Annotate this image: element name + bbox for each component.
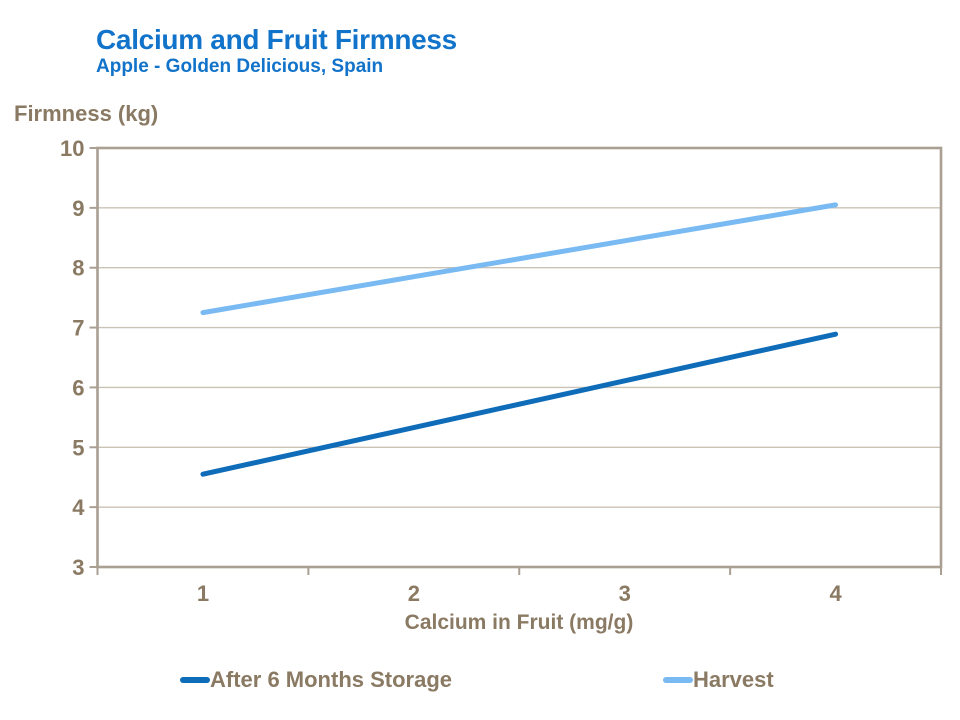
- x-tick-label: 1: [197, 581, 209, 606]
- chart-title: Calcium and Fruit Firmness: [96, 24, 457, 55]
- legend-item-harvest: Harvest: [663, 666, 774, 694]
- y-tick-label: 7: [72, 316, 84, 341]
- y-tick-label: 8: [72, 256, 84, 281]
- y-tick-label: 9: [72, 196, 84, 221]
- legend-swatch-dark-blue-line-icon: [180, 677, 210, 683]
- chart-subtitle: Apple - Golden Delicious, Spain: [96, 56, 384, 77]
- y-tick-label: 6: [72, 375, 84, 400]
- legend: After 6 Months Storage Harvest: [0, 666, 960, 696]
- x-axis-title: Calcium in Fruit (mg/g): [404, 611, 634, 634]
- y-tick-label: 10: [60, 136, 84, 161]
- legend-item-after-6-months-storage: After 6 Months Storage: [180, 666, 452, 694]
- legend-label: Harvest: [693, 667, 774, 692]
- x-tick-label: 4: [829, 581, 842, 606]
- series-line-after-6-months-storage: [200, 331, 839, 477]
- y-axis-title: Firmness (kg): [14, 101, 159, 126]
- legend-label: After 6 Months Storage: [210, 667, 453, 692]
- x-tick-label: 3: [619, 581, 631, 606]
- series-line-harvest: [200, 202, 839, 316]
- legend-swatch-light-blue-line-icon: [663, 677, 693, 683]
- y-tick-label: 4: [72, 495, 85, 520]
- x-tick-label: 2: [408, 581, 420, 606]
- y-tick-label: 5: [72, 435, 84, 460]
- y-tick-label: 3: [72, 555, 84, 580]
